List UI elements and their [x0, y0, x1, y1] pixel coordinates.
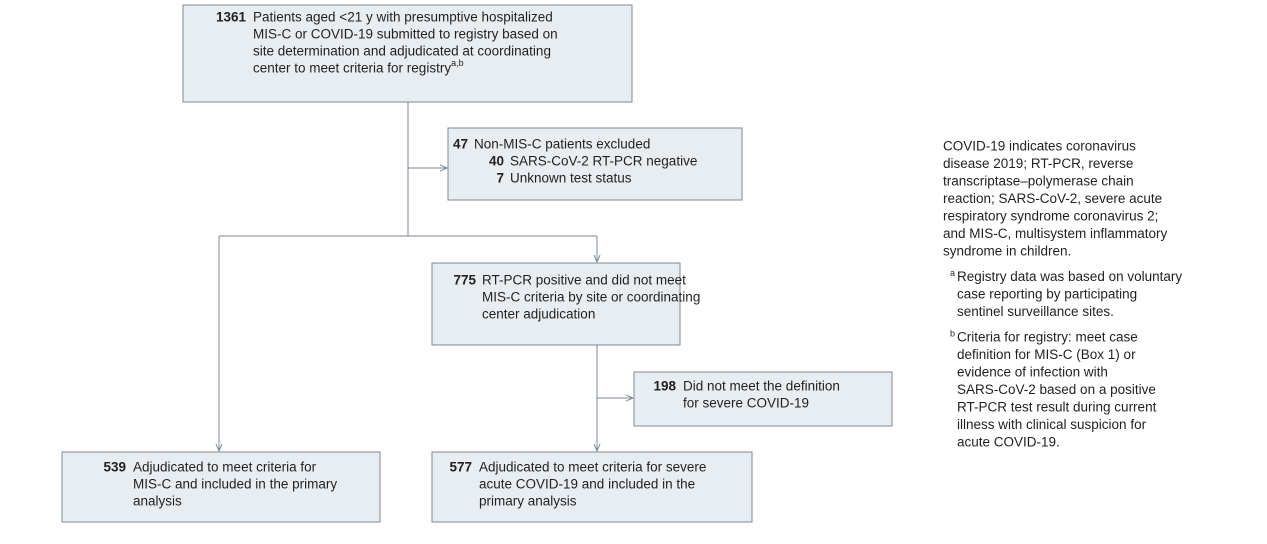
note-text: reaction; SARS-CoV-2, severe acute — [943, 191, 1162, 206]
box-count: 198 — [653, 379, 676, 394]
connectors — [219, 102, 633, 451]
sub-count: 7 — [496, 171, 504, 186]
footnote-mark: b — [950, 328, 955, 338]
box-text: Patients aged <21 y with presumptive hos… — [253, 10, 553, 25]
note-text: and MIS-C, multisystem inflammatory — [943, 226, 1168, 241]
box — [431, 262, 681, 346]
footnote-text: illness with clinical suspicion for — [957, 417, 1147, 432]
footnote-text: acute COVID-19. — [957, 435, 1060, 450]
box — [61, 451, 381, 523]
footnote-text: case reporting by participating — [957, 287, 1137, 302]
box-text: primary analysis — [479, 494, 577, 509]
footnote-text: SARS-CoV-2 based on a positive — [957, 382, 1156, 397]
box-text: center adjudication — [482, 307, 595, 322]
footnote-text: sentinel surveillance sites. — [957, 304, 1114, 319]
note-text: disease 2019; RT-PCR, reverse — [943, 156, 1133, 171]
box-text: Non-MIS-C patients excluded — [474, 137, 650, 152]
sub-text: Unknown test status — [510, 171, 632, 186]
box-count: 775 — [453, 273, 476, 288]
note-text: COVID-19 indicates coronavirus — [943, 139, 1136, 154]
sub-count: 40 — [489, 154, 504, 169]
footnote-text: Registry data was based on voluntary — [957, 269, 1182, 284]
box — [447, 127, 743, 201]
footnote-text: Criteria for registry: meet case — [957, 330, 1138, 345]
box — [633, 371, 893, 427]
box-text: RT-PCR positive and did not meet — [482, 273, 686, 288]
box-text: Adjudicated to meet criteria for — [133, 460, 317, 475]
box-text: MIS-C or COVID-19 submitted to registry … — [253, 27, 558, 42]
note-text: syndrome in children. — [943, 244, 1071, 259]
box-text: center to meet criteria for registrya,b — [253, 58, 464, 75]
box-count: 539 — [103, 460, 126, 475]
box-count: 1361 — [216, 10, 247, 25]
box-text: site determination and adjudicated at co… — [253, 44, 551, 59]
footnote-text: evidence of infection with — [957, 365, 1108, 380]
superscript: a,b — [451, 58, 464, 68]
note-text: respiratory syndrome coronavirus 2; — [943, 209, 1158, 224]
box — [431, 451, 753, 523]
sub-text: SARS-CoV-2 RT-PCR negative — [510, 154, 697, 169]
box-text: for severe COVID-19 — [683, 396, 809, 411]
box — [182, 4, 633, 103]
texts: 1361 Patients aged <21 y with presumptive… — [103, 10, 1182, 509]
box-text: Adjudicated to meet criteria for severe — [479, 460, 706, 475]
box-count: 47 — [453, 137, 468, 152]
box-text: Did not meet the definition — [683, 379, 840, 394]
box-text: MIS-C and included in the primary — [133, 477, 337, 492]
note-text: transcriptase–polymerase chain — [943, 174, 1134, 189]
box-text: acute COVID-19 and included in the — [479, 477, 695, 492]
box-text: MIS-C criteria by site or coordinating — [482, 290, 700, 305]
footnote-text: definition for MIS-C (Box 1) or — [957, 347, 1136, 362]
box-text: analysis — [133, 494, 182, 509]
footnote-text: RT-PCR test result during current — [957, 400, 1157, 415]
box-count: 577 — [449, 460, 472, 475]
footnote-mark: a — [950, 268, 955, 278]
